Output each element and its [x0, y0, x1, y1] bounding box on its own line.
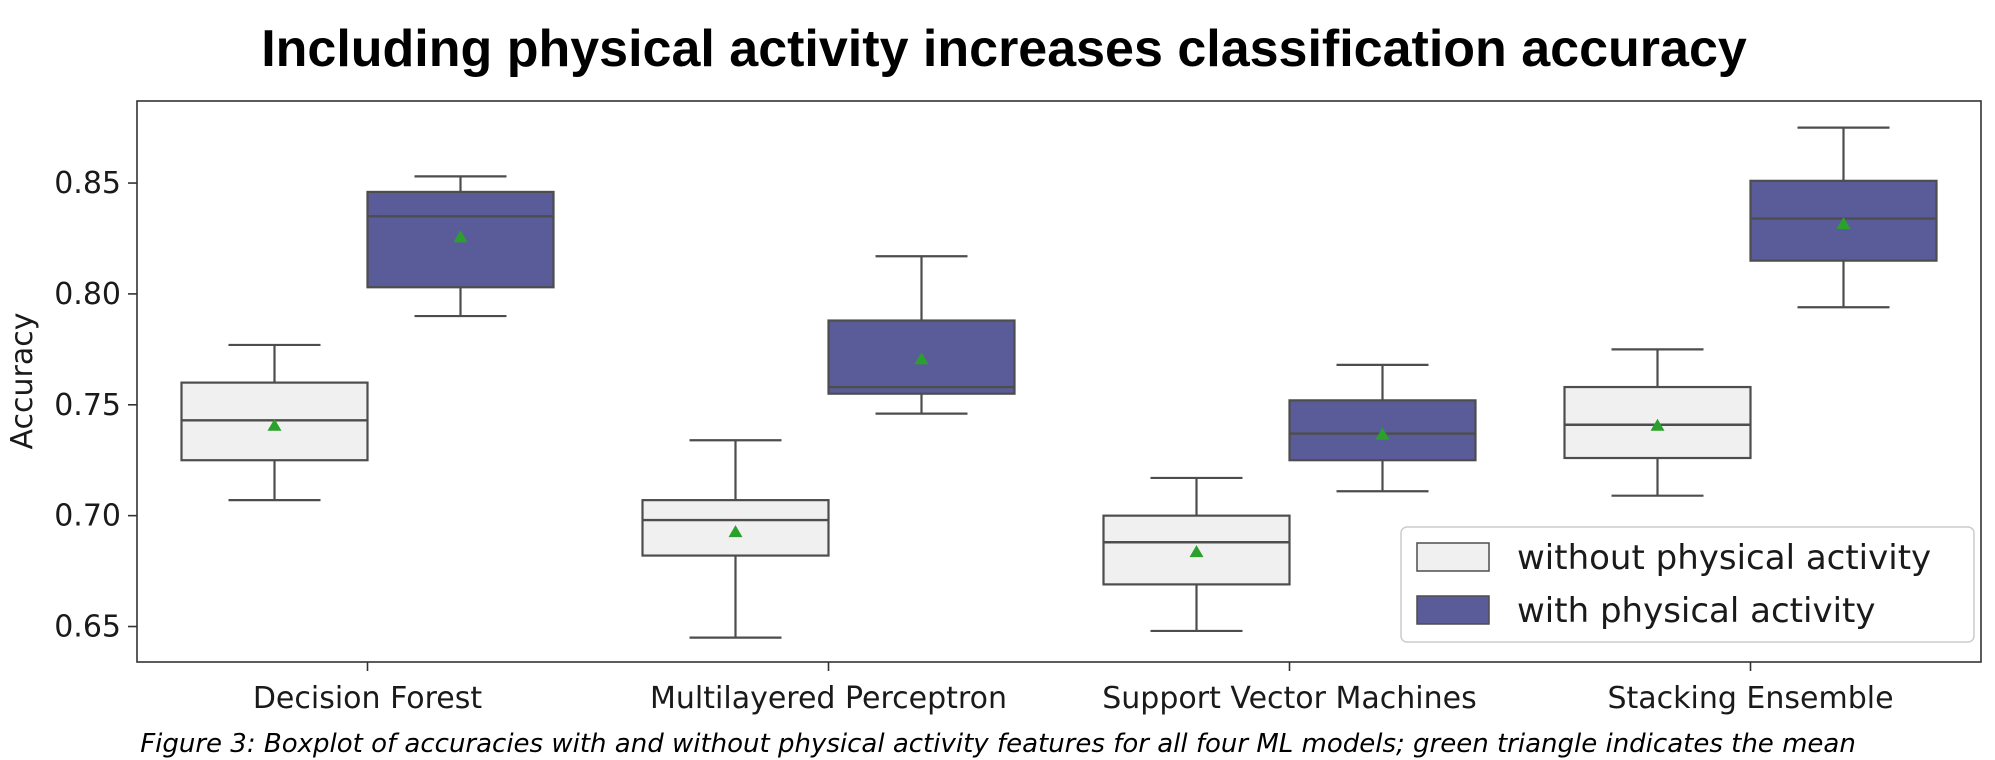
figure-caption: Figure 3: Boxplot of accuracies with and…	[140, 729, 1856, 759]
mean-marker	[267, 418, 282, 431]
mean-marker	[1375, 427, 1390, 440]
legend-frame	[1400, 526, 1975, 643]
legend-label-without: without physical activity	[1517, 538, 1931, 578]
box-with-2	[1288, 363, 1477, 493]
mean-marker	[453, 230, 468, 243]
mean-marker	[1650, 418, 1665, 431]
box-without-2	[1102, 476, 1291, 633]
y-tick-label: 0.65	[54, 610, 121, 645]
box-without-0	[180, 343, 369, 502]
mean-marker	[1189, 545, 1204, 558]
x-axis: Decision Forest Multilayered Perceptron Su…	[253, 662, 1894, 716]
y-tick-label: 0.85	[54, 166, 121, 201]
legend: without physical activity with physical …	[1400, 526, 1975, 643]
legend-swatch-without	[1416, 542, 1490, 572]
y-axis: 0.65 0.70 0.75 0.80 0.85	[54, 166, 137, 645]
box-with-0	[366, 175, 555, 318]
x-tick-label: Decision Forest	[253, 681, 483, 716]
plot-area-frame	[136, 100, 1982, 663]
box-without-3	[1563, 348, 1752, 497]
mean-marker	[728, 525, 743, 538]
y-tick-label: 0.70	[54, 499, 121, 534]
x-tick-label: Stacking Ensemble	[1607, 681, 1893, 716]
box-with-1	[827, 255, 1016, 415]
legend-label-with: with physical activity	[1517, 591, 1875, 631]
y-tick-label: 0.75	[54, 388, 121, 423]
x-tick-label: Support Vector Machines	[1102, 681, 1476, 716]
box-iqr	[827, 319, 1016, 395]
y-tick-label: 0.80	[54, 277, 121, 312]
chart-title: Including physical activity increases cl…	[261, 20, 1747, 78]
box-without-1	[641, 439, 830, 639]
boxplot-series	[180, 126, 1938, 639]
x-tick-label: Multilayered Perceptron	[650, 681, 1007, 716]
y-axis-label: Accuracy	[5, 313, 40, 450]
legend-swatch-with	[1416, 595, 1490, 625]
box-with-3	[1749, 126, 1938, 309]
mean-marker	[914, 352, 929, 365]
mean-marker	[1836, 216, 1851, 229]
